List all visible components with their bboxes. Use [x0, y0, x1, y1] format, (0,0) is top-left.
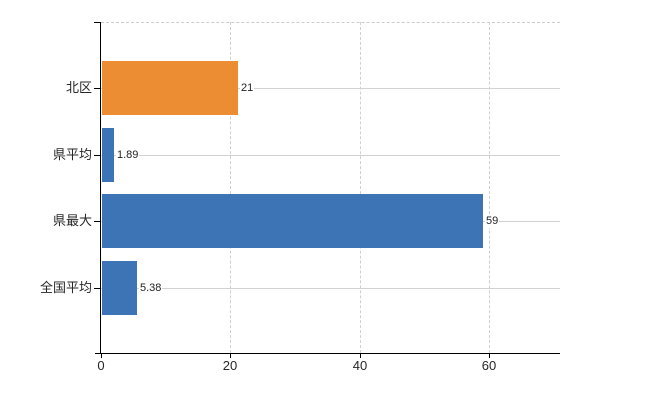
bar-北区 [102, 61, 238, 115]
horizontal-gridline [101, 288, 560, 289]
x-tick-label-60: 60 [481, 358, 497, 373]
x-tick-label-0: 0 [97, 358, 105, 373]
y-axis-tick [94, 155, 101, 156]
y-axis-line [100, 22, 101, 354]
plot-area: 21 1.89 59 5.38 [101, 22, 560, 354]
x-axis-tick [360, 354, 361, 358]
bar-value-label: 5.38 [139, 281, 163, 295]
category-label-県平均: 県平均 [52, 147, 92, 162]
x-tick-label-40: 40 [352, 358, 368, 373]
category-label-全国平均: 全国平均 [39, 280, 92, 295]
vertical-gridline [359, 22, 361, 353]
bar-県平均 [102, 128, 114, 182]
x-axis-tick [230, 354, 231, 358]
x-axis-tick [489, 354, 490, 358]
bar-value-label: 59 [485, 214, 500, 228]
x-axis-line [95, 353, 560, 354]
vertical-gridline [230, 22, 232, 353]
plot-top-border [101, 22, 560, 23]
y-axis-end-tick [94, 22, 101, 23]
x-tick-label-20: 20 [222, 358, 238, 373]
category-label-県最大: 県最大 [52, 213, 92, 228]
horizontal-gridline [101, 88, 560, 89]
horizontal-gridline [101, 155, 560, 156]
category-label-北区: 北区 [65, 80, 92, 95]
bar-県最大 [102, 194, 483, 248]
bar-value-label: 21 [240, 81, 255, 95]
y-axis-tick [94, 221, 101, 222]
bar-value-label: 1.89 [116, 148, 140, 162]
vertical-gridline [488, 22, 490, 353]
y-axis-tick [94, 88, 101, 89]
y-axis-tick [94, 288, 101, 289]
bar-全国平均 [102, 261, 137, 315]
x-axis-tick [101, 354, 102, 358]
